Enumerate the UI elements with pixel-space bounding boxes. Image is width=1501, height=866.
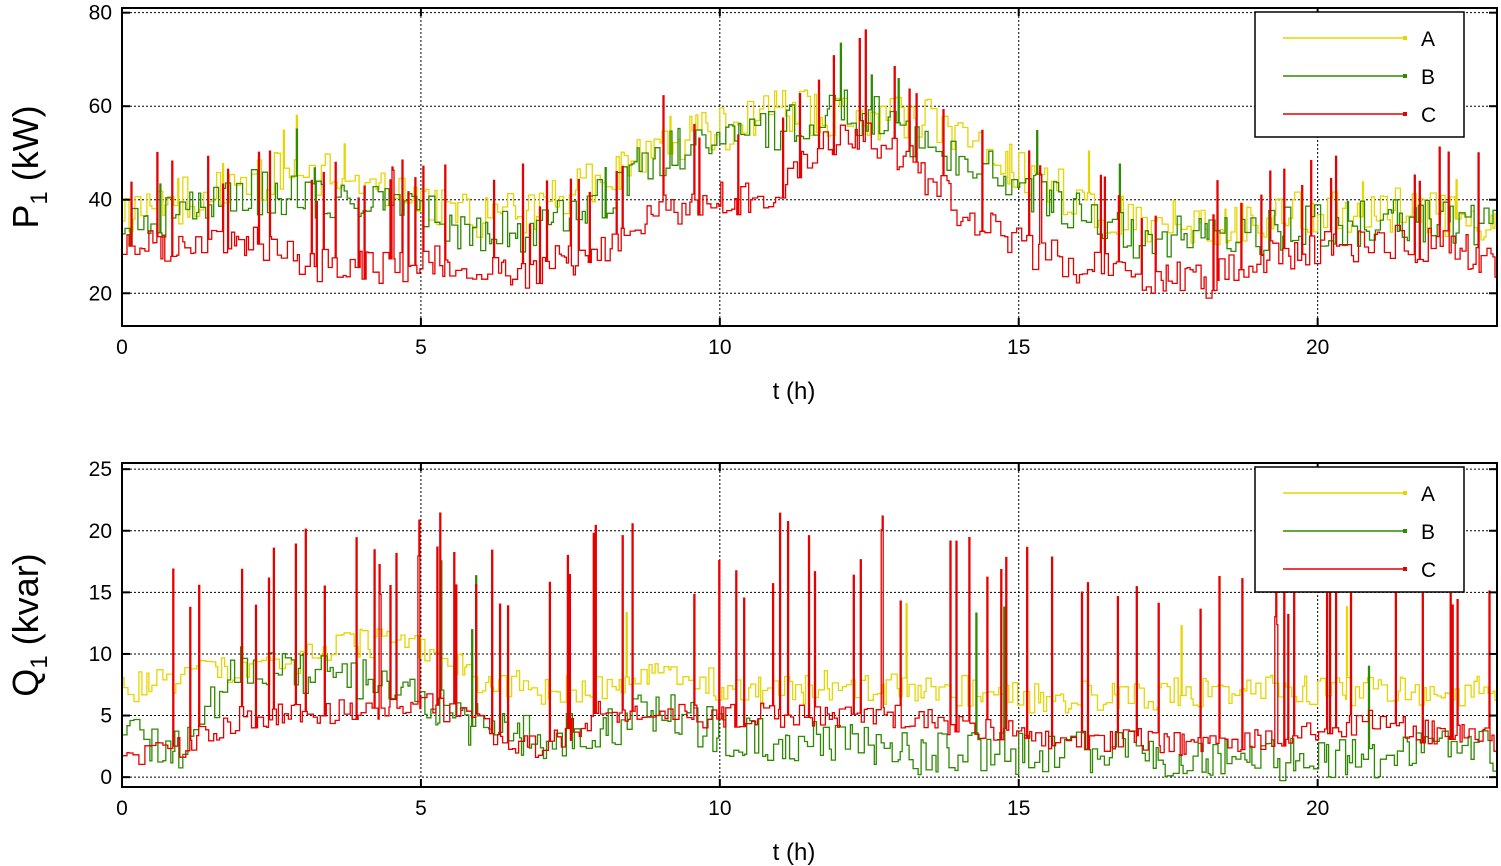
y-tick-label: 0 xyxy=(100,766,112,789)
legend-label-A: A xyxy=(1421,483,1435,506)
x-tick-label: 0 xyxy=(116,336,128,359)
chart-panel-active-power: 0 5 10 15 20 20 40 60 80 t (h) P1 (kW) ABC xyxy=(5,2,1498,405)
series-group xyxy=(122,29,1498,299)
y-tick-label: 40 xyxy=(89,189,112,212)
series-line-A xyxy=(122,599,1497,714)
legend-label-C: C xyxy=(1421,104,1436,127)
axis-ticks xyxy=(121,463,1497,787)
y-axis-label-subscript: 1 xyxy=(26,191,53,204)
y-axis-label-unit: (kW) xyxy=(5,105,46,181)
legend-label-B: B xyxy=(1421,521,1435,544)
legend-label-C: C xyxy=(1421,559,1436,582)
x-tick-labels: 0 5 10 15 20 xyxy=(116,336,1329,359)
y-axis-label-unit: (kvar) xyxy=(5,553,46,645)
legend: ABC xyxy=(1254,466,1465,593)
legend-marker-B xyxy=(1403,74,1407,78)
x-tick-label: 15 xyxy=(1007,336,1030,359)
axis-ticks xyxy=(121,8,1497,326)
legend-box xyxy=(1254,11,1465,138)
x-tick-label: 15 xyxy=(1007,797,1030,820)
legend-marker-C xyxy=(1403,567,1407,571)
y-tick-labels: 20 40 60 80 xyxy=(89,2,112,306)
x-tick-label: 5 xyxy=(415,797,427,820)
x-tick-label: 10 xyxy=(708,336,731,359)
y-tick-label: 5 xyxy=(100,705,112,728)
x-tick-labels: 0 5 10 15 20 xyxy=(116,797,1329,820)
series-line-C xyxy=(122,29,1497,299)
legend-marker-A xyxy=(1403,491,1407,495)
y-axis-label-subscript: 1 xyxy=(26,655,53,668)
series-line-C xyxy=(122,512,1498,766)
plot-frame xyxy=(121,7,1498,327)
y-tick-label: 60 xyxy=(89,95,112,118)
y-axis-label: P1 (kW) xyxy=(5,105,53,228)
legend-marker-B xyxy=(1403,529,1407,533)
legend-marker-A xyxy=(1403,36,1407,40)
x-tick-label: 0 xyxy=(116,797,128,820)
chart-panel-reactive-power: 0 5 10 15 20 0 5 10 15 20 25 t (h) Q1 (kvar) ABC xyxy=(5,458,1498,866)
y-axis-label: Q1 (kvar) xyxy=(5,553,53,696)
x-axis-label: t (h) xyxy=(773,839,816,866)
legend-marker-C xyxy=(1403,112,1407,116)
x-tick-label: 10 xyxy=(708,797,731,820)
y-tick-label: 25 xyxy=(89,458,112,481)
y-tick-label: 15 xyxy=(89,581,112,604)
legend-label-A: A xyxy=(1421,28,1435,51)
x-axis-label: t (h) xyxy=(773,378,816,405)
y-tick-label: 20 xyxy=(89,282,112,305)
legend-label-B: B xyxy=(1421,66,1435,89)
y-tick-label: 10 xyxy=(89,643,112,666)
y-tick-label: 80 xyxy=(89,2,112,25)
legend-box xyxy=(1254,466,1465,593)
series-line-A xyxy=(122,89,1497,246)
x-tick-label: 20 xyxy=(1306,797,1329,820)
y-axis-label-symbol: Q xyxy=(5,669,46,697)
plot-frame xyxy=(121,462,1498,788)
x-tick-label: 20 xyxy=(1306,336,1329,359)
y-axis-label-symbol: P xyxy=(5,205,46,229)
y-tick-labels: 0 5 10 15 20 25 xyxy=(89,458,112,789)
y-tick-label: 20 xyxy=(89,520,112,543)
series-group xyxy=(122,512,1498,782)
legend: ABC xyxy=(1254,11,1465,138)
x-tick-label: 5 xyxy=(415,336,427,359)
